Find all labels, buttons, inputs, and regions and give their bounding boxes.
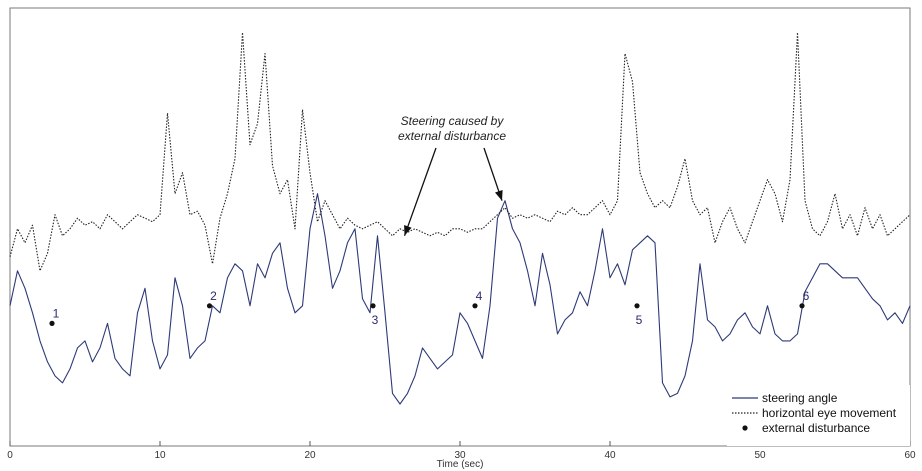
x-tick-label: 60 (904, 450, 916, 461)
plot-frame (9, 7, 911, 447)
legend-label-eye: horizontal eye movement (762, 406, 897, 420)
disturbance-label-2: 2 (210, 289, 217, 303)
disturbance-point-6 (799, 303, 805, 309)
disturbance-label-1: 1 (53, 306, 60, 320)
series-layer (9, 31, 911, 405)
disturbance-point-1 (49, 320, 55, 326)
annotation-arrowhead-1 (404, 225, 412, 236)
x-tick-label: 50 (754, 450, 766, 461)
legend-swatch-disturbance (742, 425, 748, 431)
disturbance-label-5: 5 (636, 313, 643, 327)
disturbance-point-2 (206, 303, 213, 309)
series-line-horizontal-eye-movement (9, 31, 911, 272)
x-axis: 0 10 20 30 40 50 60 (7, 441, 916, 461)
disturbance-layer: 1 2 3 4 5 6 (49, 289, 810, 327)
disturbance-label-6: 6 (803, 289, 810, 303)
annotation-arrowhead-2 (495, 190, 503, 201)
disturbance-label-4: 4 (476, 289, 483, 303)
legend-box (727, 385, 910, 446)
x-tick-label: 10 (154, 450, 166, 461)
annotation: Steering caused by external disturbance (398, 114, 506, 143)
disturbance-label-3: 3 (372, 313, 379, 327)
x-tick-label: 0 (7, 450, 13, 461)
annotation-line-1: Steering caused by (401, 114, 505, 128)
annotation-line-2: external disturbance (398, 129, 506, 143)
series-line-steering-angle (9, 193, 911, 405)
annotation-arrow-1 (403, 147, 437, 237)
x-tick-label: 40 (604, 450, 616, 461)
disturbance-point-4 (472, 303, 478, 309)
annotation-arrows (403, 147, 503, 237)
x-axis-label: Time (sec) (437, 459, 484, 470)
plot-area (9, 7, 911, 447)
disturbance-point-3 (370, 303, 376, 309)
legend-label-steering: steering angle (762, 391, 838, 405)
disturbance-point-5 (634, 303, 640, 309)
legend: steering angle horizontal eye movement e… (727, 385, 910, 446)
legend-label-disturbance: external disturbance (762, 421, 870, 435)
x-tick-label: 30 (454, 450, 466, 461)
x-tick-label: 20 (304, 450, 316, 461)
